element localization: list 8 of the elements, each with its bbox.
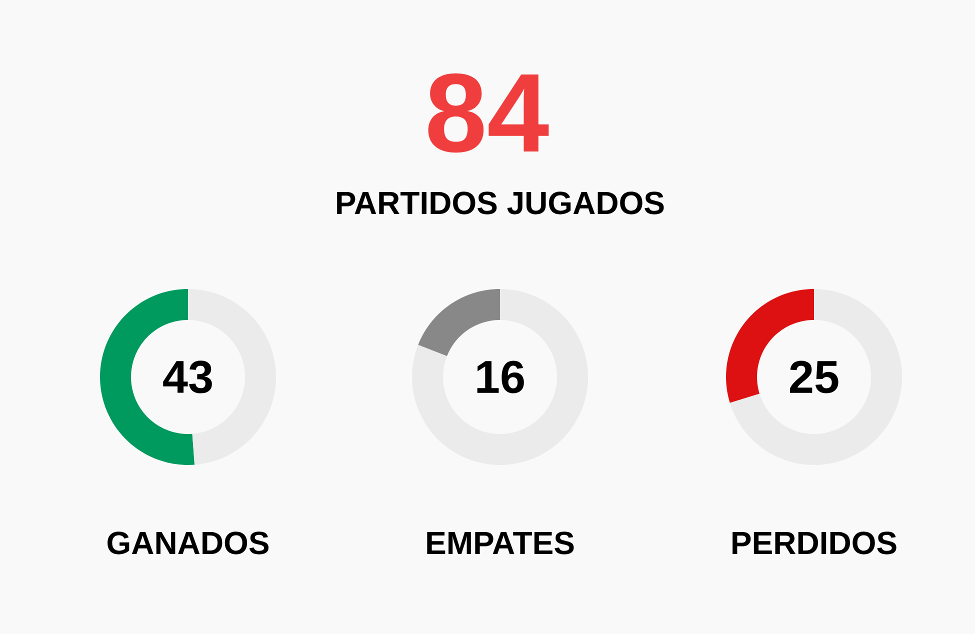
text: EMPATES [427, 532, 574, 554]
text: 16 [477, 360, 524, 394]
text: PARTIDOS JUGADOS [337, 192, 664, 214]
text: 43 [163, 360, 212, 394]
text: PERDIDOS [732, 532, 896, 554]
text: 84 [428, 73, 549, 153]
text: 25 [790, 360, 838, 394]
text: GANADOS [108, 532, 269, 554]
